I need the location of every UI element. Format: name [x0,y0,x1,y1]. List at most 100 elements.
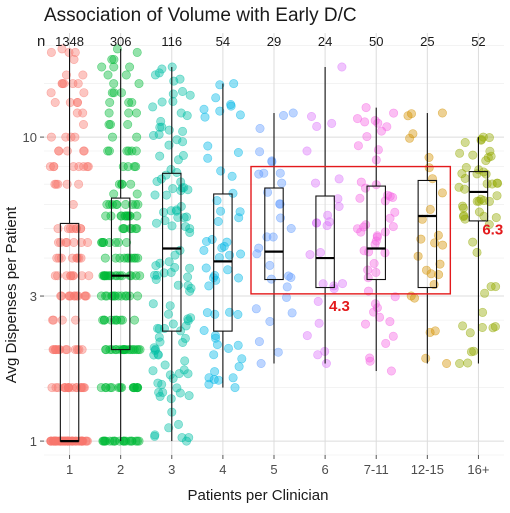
data-point [201,263,211,273]
data-point [133,291,143,301]
data-point [161,170,171,180]
data-point [492,191,502,201]
data-point [152,177,162,187]
y-tick-label: 1 [30,434,37,449]
data-point [101,345,111,355]
data-point [77,345,87,355]
data-point [170,262,180,272]
data-point [56,253,66,263]
data-point [104,146,114,156]
data-point [109,62,119,72]
data-point [476,135,486,145]
data-point [254,169,264,179]
data-point [233,340,243,350]
boxes [59,48,489,443]
data-point [362,132,372,142]
data-point [491,213,501,223]
data-point [265,316,275,326]
data-point [74,162,84,172]
jitter-points [45,44,503,446]
data-point [178,126,188,136]
data-point [64,291,74,301]
data-point [102,200,112,210]
data-point [184,391,194,401]
data-point [226,101,236,111]
data-point [356,227,366,237]
data-point [77,271,87,281]
data-point [438,240,448,250]
data-point [168,373,178,383]
data-point [210,309,220,319]
data-point [180,333,190,343]
data-point [479,211,489,221]
group-count: 29 [267,34,281,49]
x-tick-label: 4 [219,462,226,477]
data-point [132,383,142,393]
data-point [403,111,413,121]
chart-title: Association of Volume with Early D/C [44,5,357,26]
data-point [493,178,503,188]
data-point [60,383,70,393]
data-point [150,270,160,280]
data-point [126,179,136,189]
data-point [148,102,158,112]
data-point [463,358,473,368]
data-point [277,178,287,188]
data-point [382,122,392,132]
data-point [183,272,193,282]
data-point [227,171,237,181]
data-point [57,315,67,325]
data-point [370,116,380,126]
data-point [199,325,209,335]
data-point [125,62,135,72]
data-point [52,253,62,263]
data-point [107,88,117,98]
data-point [115,253,125,263]
data-point [199,245,209,255]
data-point [315,248,325,258]
group-count: 52 [471,34,485,49]
data-point [275,213,285,223]
data-point [99,271,109,281]
data-point [116,291,126,301]
data-point [228,373,238,383]
data-point [477,322,487,332]
data-point [385,191,395,201]
data-point [200,112,210,122]
data-point [45,162,55,172]
data-point [124,108,134,118]
data-point [132,436,142,446]
data-point [252,249,262,259]
data-point [124,98,134,108]
data-point [164,140,174,150]
data-point [254,337,264,347]
group-count: 50 [369,34,383,49]
data-point [365,356,375,366]
n-label: n [37,33,45,50]
data-point [117,383,127,393]
data-point [273,347,283,357]
data-point [48,345,58,355]
data-point [127,146,137,156]
data-point [109,79,119,89]
data-point [405,133,415,143]
data-point [180,356,190,366]
data-point [98,436,108,446]
data-point [237,354,247,364]
data-point [150,431,160,441]
data-point [74,179,84,189]
data-point [159,207,169,217]
data-point [385,213,395,223]
data-point [81,291,91,301]
data-point [302,331,312,341]
box-iqr [213,193,233,332]
data-point [179,365,189,375]
data-point [178,151,188,161]
data-point [46,132,56,142]
data-point [66,271,76,281]
data-point [132,47,142,57]
data-point [128,383,138,393]
data-point [468,237,478,247]
data-point [376,126,386,136]
